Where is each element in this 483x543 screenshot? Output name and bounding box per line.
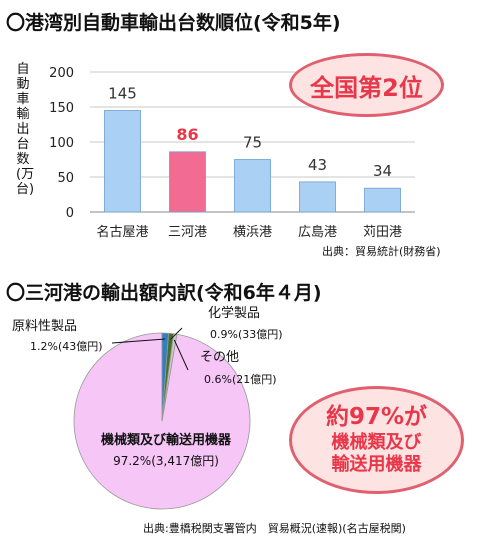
bar (104, 110, 141, 213)
bar-chart-source: 出典：貿易統計(財務省) (322, 245, 441, 258)
bar-chart-y-axis-label: 自動車輸出台数(万台) (16, 62, 35, 197)
share-badge-line2: 機械類及び (331, 431, 422, 453)
pie-slice (73, 332, 251, 510)
bar-value-label: 145 (108, 85, 137, 103)
y-tick-label: 150 (49, 101, 74, 116)
bar (169, 151, 206, 213)
bar (234, 159, 271, 213)
bar-value-label: 43 (308, 156, 327, 174)
y-tick-label: 0 (66, 206, 74, 221)
pie-label-detail: 0.9%(33億円) (210, 328, 283, 341)
bar-chart-title: 〇港湾別自動車輸出台数順位(令和5年) (6, 12, 341, 34)
bar-value-label: 86 (176, 125, 198, 144)
y-tick-label: 200 (49, 66, 74, 81)
x-tick-label: 三河港 (168, 225, 207, 240)
y-tick-label: 50 (57, 171, 74, 186)
pie-label-name: 機械類及び輸送用機器 (101, 432, 232, 448)
pie-label-detail: 0.6%(21億円) (204, 373, 277, 386)
share-badge-line3: 輸送用機器 (331, 454, 422, 476)
bar-value-label: 75 (243, 134, 262, 152)
bar (364, 187, 401, 213)
bar-value-label: 34 (373, 162, 392, 180)
pie-label-name: その他 (200, 350, 239, 365)
x-tick-label: 横浜港 (233, 225, 272, 240)
pie-chart-source: 出典:豊橋税関支署管内 貿易概況(速報)(名古屋税関) (143, 522, 406, 535)
leader-line (173, 339, 189, 371)
pie-chart-title: 〇三河港の輸出額内訳(令和6年４月) (6, 282, 322, 304)
x-tick-label: 苅田港 (363, 225, 402, 240)
leader-line (170, 327, 183, 340)
pie-slice (161, 333, 178, 422)
pie-label-name: 原料性製品 (12, 319, 77, 334)
y-tick-label: 100 (49, 136, 74, 151)
pie-label-detail: 1.2%(43億円) (30, 340, 103, 353)
x-tick-label: 広島港 (298, 225, 337, 240)
x-tick-label: 名古屋港 (96, 224, 148, 240)
share-badge-line1: 約97%が (325, 404, 428, 431)
leader-line (111, 338, 166, 344)
bar (299, 181, 336, 213)
share-badge: 約97%が 機械類及び 輸送用機器 (289, 386, 464, 494)
rank-badge: 全国第2位 (289, 53, 444, 117)
pie-label-name: 化学製品 (208, 305, 260, 321)
pie-label-detail: 97.2%(3,417億円) (113, 454, 219, 468)
